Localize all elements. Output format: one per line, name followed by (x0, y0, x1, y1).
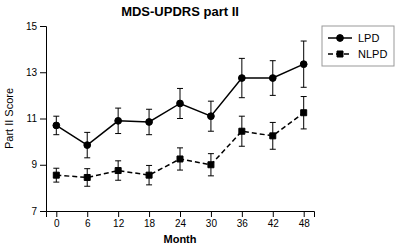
tick-mark (118, 211, 119, 217)
line (56, 113, 303, 178)
error-bar (53, 168, 59, 182)
tick-label: 42 (268, 218, 280, 229)
marker (53, 172, 59, 178)
legend: LPD NLPD (322, 26, 394, 66)
tick-label: 13 (26, 67, 38, 78)
x-axis: 0 6 12 18 24 30 36 42 48 (47, 211, 315, 229)
marker (53, 122, 60, 129)
tick-mark (40, 165, 46, 166)
marker (239, 128, 245, 134)
tick-mark (149, 211, 150, 217)
error-bar (146, 165, 152, 184)
tick-label: 24 (175, 218, 187, 229)
marker (208, 162, 214, 168)
tick: 24 (175, 211, 187, 229)
legend-item: NLPD (328, 48, 387, 60)
tick: 9 (31, 159, 46, 170)
error-bar (177, 148, 183, 170)
marker (301, 110, 307, 116)
tick-mark (242, 211, 243, 217)
marker (300, 61, 307, 68)
tick: 42 (268, 211, 280, 229)
error-bar (115, 108, 121, 133)
marker (146, 172, 152, 178)
marker (177, 100, 184, 107)
tick-mark (180, 211, 181, 217)
tick-label: 15 (26, 21, 38, 32)
tick-mark (304, 211, 305, 217)
tick: 11 (27, 113, 46, 124)
legend-label: LPD (358, 32, 379, 44)
legend-marker (337, 51, 343, 57)
error-bar (84, 132, 90, 157)
marker (115, 117, 122, 124)
tick-label: 36 (237, 218, 249, 229)
tick: 13 (26, 67, 46, 78)
tick-label: 6 (85, 218, 91, 229)
tick: 48 (299, 211, 311, 229)
tick-label: 48 (299, 218, 311, 229)
tick: 12 (113, 211, 125, 229)
marker (84, 174, 90, 180)
error-bar (270, 61, 276, 96)
series (53, 97, 306, 187)
error-bar (270, 122, 276, 149)
tick-label: 0 (54, 218, 60, 229)
error-bar (208, 154, 214, 176)
marker (115, 168, 121, 174)
error-bar (53, 116, 59, 135)
tick: 18 (144, 211, 156, 229)
axis-line (40, 27, 47, 212)
marker (270, 133, 276, 139)
tick-label: 18 (144, 218, 156, 229)
marker (238, 75, 245, 82)
line (56, 64, 303, 145)
tick-mark (87, 211, 88, 217)
tick-mark (40, 119, 46, 120)
error-bar (301, 41, 307, 87)
series (53, 41, 307, 158)
tick-mark (40, 26, 46, 27)
tick: 30 (206, 211, 218, 229)
marker (208, 113, 215, 120)
tick-label: 7 (31, 206, 37, 217)
error-bar (146, 109, 152, 134)
error-bar (301, 97, 307, 129)
tick-mark (40, 211, 46, 212)
error-bar (239, 58, 245, 97)
tick: 36 (237, 211, 249, 229)
marker (177, 156, 183, 162)
legend-marker (337, 35, 344, 42)
tick-mark (40, 72, 46, 73)
error-bar (239, 116, 245, 146)
legend-label: NLPD (358, 48, 387, 60)
error-bar (208, 101, 214, 131)
error-bar (177, 88, 183, 118)
title: MDS-UPDRS part II (121, 4, 239, 19)
tick: 0 (54, 211, 60, 229)
plot-area (53, 41, 307, 186)
y-axis-title: Part II Score (3, 88, 15, 149)
axis-line (47, 212, 315, 218)
legend-frame (322, 26, 394, 66)
tick-mark (211, 211, 212, 217)
chart: 0 6 12 18 24 30 36 42 48 7 9 11 13 15 MDS-UPDRS part I… (0, 0, 400, 249)
error-bar (84, 169, 90, 187)
x-axis-title: Month (164, 233, 197, 245)
error-bar (115, 161, 121, 180)
tick: 6 (85, 211, 91, 229)
tick-label: 30 (206, 218, 218, 229)
tick-mark (273, 211, 274, 217)
marker (84, 142, 91, 149)
tick: 7 (31, 206, 46, 217)
y-axis: 7 9 11 13 15 (26, 21, 47, 217)
tick-label: 9 (31, 159, 37, 170)
tick-label: 11 (27, 113, 38, 124)
tick-label: 12 (113, 218, 125, 229)
marker (146, 119, 153, 126)
marker (269, 75, 276, 82)
legend-item: LPD (328, 32, 379, 44)
tick-mark (56, 211, 57, 217)
tick: 15 (26, 21, 46, 32)
